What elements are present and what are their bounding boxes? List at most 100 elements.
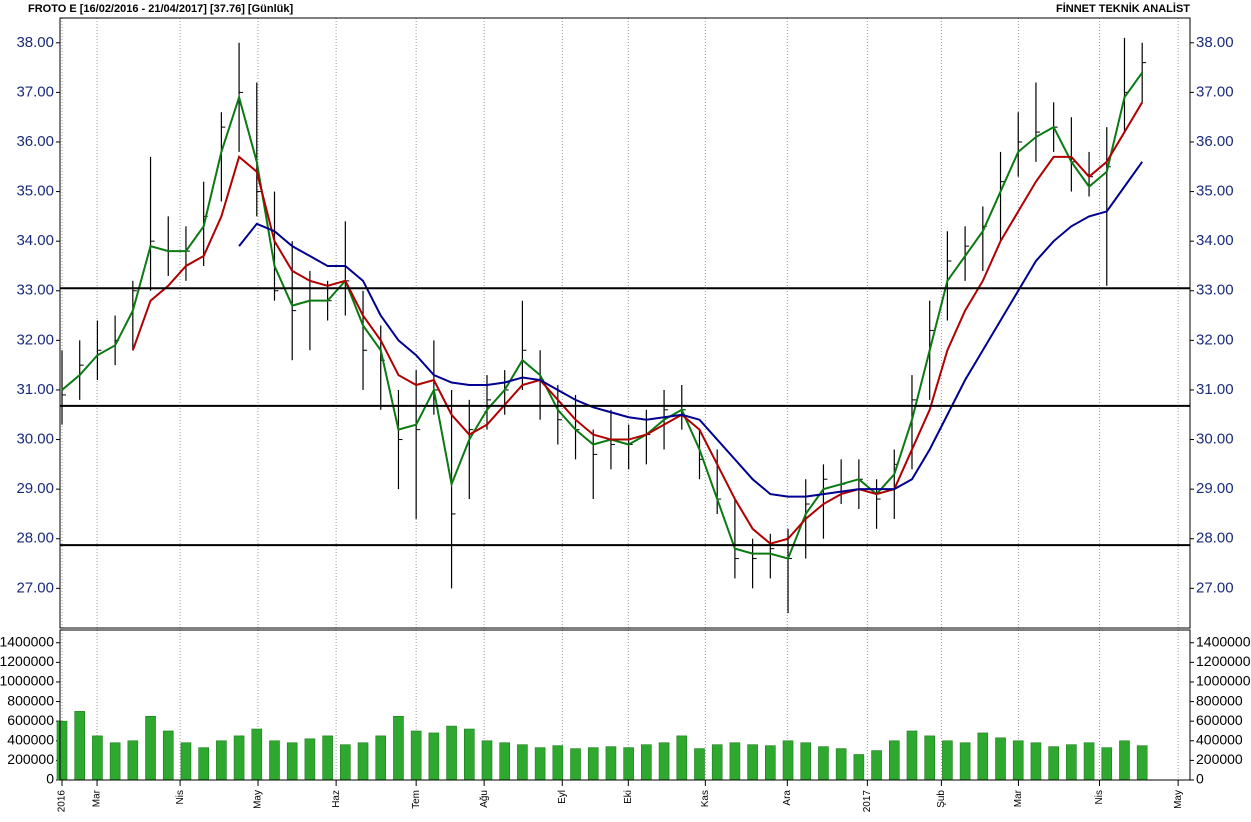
- y-tick-label: 37.00: [16, 83, 54, 100]
- volume-bar: [74, 711, 86, 781]
- volume-bar: [322, 735, 333, 781]
- volume-bar: [924, 735, 935, 781]
- y-tick-label: 0: [46, 771, 54, 787]
- x-tick-label: Ara: [782, 790, 793, 806]
- y-tick-label: 38.00: [1196, 34, 1234, 51]
- volume-bar: [269, 740, 280, 781]
- volume-bar: [286, 742, 298, 781]
- y-tick-label: 35.00: [16, 183, 54, 200]
- volume-bar: [375, 735, 387, 781]
- volume-bar: [729, 742, 741, 781]
- y-tick-label: 400000: [7, 731, 54, 747]
- volume-bar: [534, 747, 546, 781]
- volume-bar: [977, 732, 989, 781]
- x-tick-label: Kas: [700, 790, 711, 807]
- volume-bar: [481, 740, 493, 781]
- y-tick-label: 34.00: [1196, 232, 1234, 249]
- y-tick-label: 1200000: [1196, 653, 1251, 669]
- volume-bar: [1066, 744, 1077, 781]
- y-tick-label: 33.00: [16, 282, 54, 299]
- moving-average: [238, 161, 1144, 498]
- y-tick-label: 200000: [1196, 751, 1243, 767]
- x-tick-label: Haz: [331, 790, 342, 808]
- volume-bar: [658, 742, 670, 781]
- volume-bar: [623, 747, 634, 781]
- volume-bar: [251, 728, 263, 781]
- volume-bar: [959, 742, 971, 781]
- x-tick-label: May: [253, 790, 264, 809]
- volume-bar: [463, 728, 475, 781]
- volume-bar: [145, 715, 156, 781]
- y-tick-label: 31.00: [16, 381, 54, 398]
- y-tick-label: 800000: [7, 692, 54, 708]
- x-tick-label: 2017: [862, 790, 873, 813]
- volume-bar: [995, 737, 1006, 781]
- x-tick-label: May: [1173, 790, 1184, 809]
- volume-bar: [517, 744, 528, 781]
- header-right: FİNNET TEKNİK ANALİST: [1056, 2, 1190, 15]
- volume-bar: [357, 742, 369, 781]
- volume-bar: [56, 720, 68, 781]
- x-tick-label: Mar: [92, 789, 103, 807]
- y-tick-label: 36.00: [16, 133, 54, 150]
- volume-bar: [552, 745, 564, 781]
- volume-frame: [59, 629, 1191, 781]
- volume-bar: [942, 740, 953, 781]
- y-tick-label: 28.00: [16, 530, 54, 547]
- x-tick-label: Tem: [411, 790, 422, 809]
- price-frame: [59, 17, 1191, 629]
- volume-bar: [853, 754, 865, 781]
- volume-bar: [906, 730, 918, 781]
- volume-bar: [1048, 746, 1059, 781]
- x-tick-label: Nis: [175, 790, 186, 804]
- x-tick-label: Ağu: [479, 790, 490, 808]
- y-tick-label: 29.00: [1196, 480, 1234, 497]
- x-tick-label: Eki: [623, 790, 634, 804]
- y-tick-label: 1200000: [0, 653, 54, 669]
- volume-bar: [1101, 747, 1113, 781]
- volume-bar: [162, 730, 174, 781]
- y-tick-label: 38.00: [16, 34, 54, 51]
- volume-bar: [446, 725, 457, 781]
- volume-bar: [888, 740, 900, 781]
- x-tick-label: Eyl: [557, 790, 568, 804]
- volume-bar: [800, 742, 812, 781]
- moving-average: [131, 101, 1144, 545]
- y-tick-label: 800000: [1196, 692, 1243, 708]
- x-tick-label: 2016: [57, 790, 68, 813]
- volume-bar: [198, 747, 209, 781]
- volume-bar: [711, 744, 723, 781]
- volume-bar: [835, 748, 847, 781]
- y-tick-label: 27.00: [16, 579, 54, 596]
- x-tick-label: Nis: [1094, 790, 1105, 804]
- volume-bar: [694, 748, 705, 781]
- volume-bar: [410, 730, 422, 781]
- y-tick-label: 29.00: [16, 480, 54, 497]
- y-tick-label: 400000: [1196, 731, 1243, 747]
- y-tick-label: 36.00: [1196, 133, 1234, 150]
- moving-average: [61, 71, 1144, 560]
- volume-bar: [393, 715, 404, 781]
- volume-bar: [676, 735, 688, 781]
- volume-bar: [428, 732, 440, 781]
- volume-bar: [216, 740, 227, 781]
- volume-bar: [641, 744, 652, 781]
- y-tick-label: 30.00: [16, 431, 54, 448]
- volume-bar: [570, 748, 581, 781]
- y-tick-label: 37.00: [1196, 83, 1234, 100]
- volume-bar: [180, 742, 192, 781]
- volume-bar: [1136, 745, 1148, 781]
- volume-bar: [587, 747, 599, 781]
- y-tick-label: 1400000: [1196, 633, 1251, 649]
- volume-bar: [871, 750, 882, 781]
- y-tick-label: 35.00: [1196, 183, 1234, 200]
- volume-bar: [782, 740, 794, 781]
- volume-bar: [1083, 742, 1095, 781]
- y-tick-label: 1000000: [1196, 673, 1251, 689]
- y-tick-label: 34.00: [16, 232, 54, 249]
- volume-bar: [233, 735, 245, 781]
- y-tick-label: 600000: [7, 712, 54, 728]
- y-tick-label: 32.00: [1196, 331, 1234, 348]
